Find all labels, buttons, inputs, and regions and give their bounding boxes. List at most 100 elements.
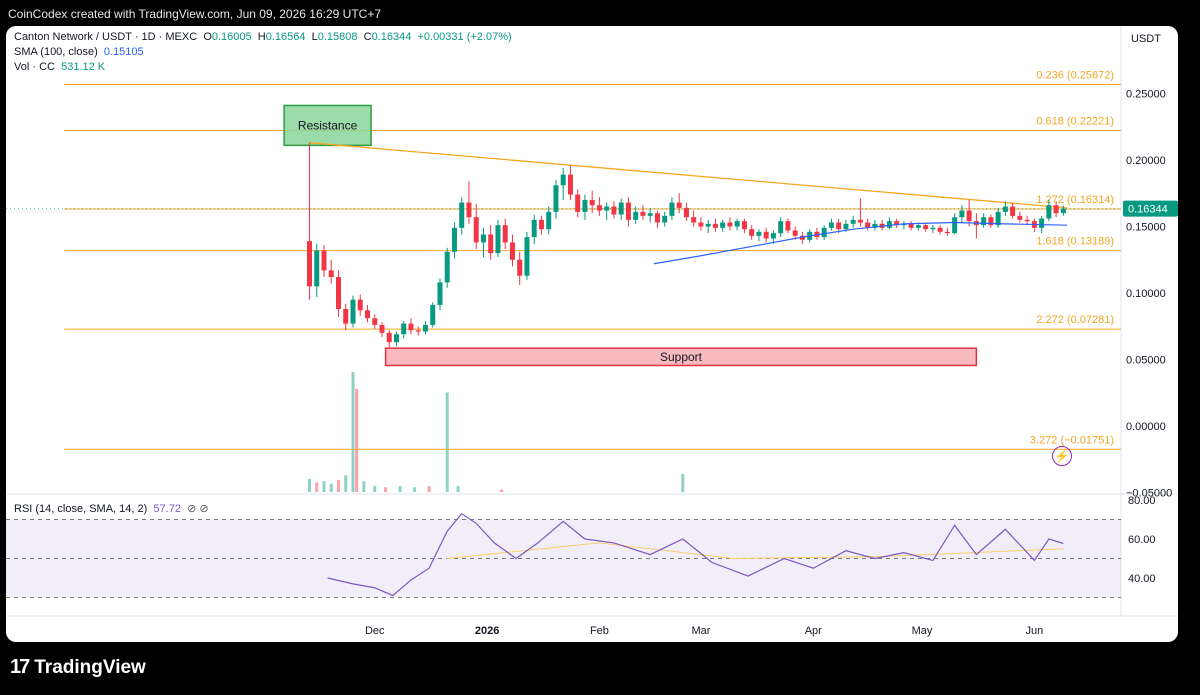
candle-body (328, 270, 334, 278)
candle-body (756, 231, 762, 236)
rsi-tick-label: 80.00 (1128, 495, 1156, 507)
rsi-sma-line (447, 542, 1064, 560)
support-zone (384, 347, 978, 367)
candle-body (843, 223, 849, 230)
candle-body (894, 221, 900, 226)
rsi-value: 57.72 (153, 503, 181, 515)
high-label: H (257, 31, 266, 43)
candle-body (741, 221, 747, 230)
candle-body (364, 310, 370, 319)
volume-bar (355, 388, 359, 492)
candle-body (981, 217, 987, 226)
candle-body (763, 231, 769, 239)
volume-legend: Vol · CC 531.12 K (14, 61, 105, 73)
candle-body (944, 231, 950, 234)
candle-body (734, 221, 740, 227)
price-tick-label: 0.10000 (1126, 288, 1166, 300)
rsi-tick-label: 40.00 (1128, 573, 1156, 585)
fib-level-label: 1.272 (0.16314) (1036, 194, 1114, 206)
volume-bar (384, 487, 388, 492)
candle-body (466, 202, 472, 218)
candle-body (408, 323, 414, 331)
candle-body (473, 217, 479, 243)
rsi-visibility-icons[interactable]: ⊘ ⊘ (187, 503, 209, 515)
candle-body (596, 205, 602, 211)
candle-body (654, 213, 660, 223)
candle-body (1024, 219, 1030, 222)
sma-label: SMA (100, close) (14, 46, 98, 58)
candle-body (872, 223, 878, 228)
candle-body (1046, 205, 1052, 219)
volume-label: Vol · CC (14, 61, 55, 73)
candle-body (770, 233, 776, 239)
attribution-text: CoinCodex created with TradingView.com, … (8, 7, 381, 21)
candle-body (857, 219, 863, 223)
price-chart[interactable]: 0.236 (0.25672) 0.618 (0.22221) 1.272 (0.1… (6, 26, 1178, 642)
candle-body (618, 202, 624, 215)
candle-body (386, 332, 392, 343)
candle-body (821, 227, 827, 238)
support-label: Support (660, 350, 703, 364)
volume-bar (500, 489, 504, 492)
volume-bar (344, 475, 348, 492)
price-tick-label: 0.00000 (1126, 421, 1166, 433)
candle-body (415, 330, 421, 332)
candle-body (350, 299, 356, 324)
rsi-label: RSI (14, close, SMA, 14, 2) (14, 503, 148, 515)
volume-bar (307, 478, 311, 492)
candle-body (683, 207, 689, 218)
candle-body (952, 217, 958, 234)
candle-body (850, 219, 856, 224)
time-tick-label: Apr (805, 625, 822, 637)
candle-body (1053, 205, 1059, 214)
tradingview-logo-mark: 17 (10, 656, 30, 678)
candle-body (401, 323, 407, 335)
candle-body (901, 223, 907, 226)
candle-body (430, 304, 436, 325)
candle-body (1060, 208, 1066, 214)
candle-body (567, 174, 573, 195)
price-tick-label: 0.20000 (1126, 155, 1166, 167)
candle-body (698, 222, 704, 227)
tradingview-logo: 17 TradingView (10, 656, 146, 679)
candle-body (908, 223, 914, 228)
candle-body (640, 211, 646, 216)
candle-body (647, 213, 653, 216)
resistance-label: Resistance (298, 118, 358, 132)
candle-body (589, 199, 595, 206)
candle-body (495, 225, 501, 254)
change-value: +0.00331 (+2.07%) (417, 31, 512, 43)
lightning-icon[interactable]: ⚡ (1052, 446, 1072, 466)
candle-body (937, 227, 943, 232)
candle-body (538, 219, 544, 230)
candle-body (575, 194, 581, 212)
candle-body (437, 282, 443, 305)
volume-bar (362, 481, 366, 492)
candle-body (705, 223, 711, 227)
candle-body (676, 202, 682, 208)
candle-body (1017, 215, 1023, 220)
volume-value: 531.12 K (61, 61, 106, 73)
candle-body (306, 241, 312, 287)
candle-body (720, 222, 726, 228)
time-tick-label: Jun (1026, 625, 1044, 637)
volume-bar (681, 474, 685, 492)
time-tick-label: Dec (365, 625, 385, 637)
high-value: 0.16564 (265, 31, 306, 43)
candle-body (372, 318, 378, 325)
candle-body (633, 211, 639, 220)
rsi-legend: RSI (14, close, SMA, 14, 2) 57.72 ⊘ ⊘ (14, 502, 209, 515)
candle-body (865, 222, 871, 228)
sma-value: 0.15105 (103, 46, 144, 58)
fib-level-label: 2.272 (0.07281) (1036, 314, 1114, 326)
chart-frame[interactable]: 0.236 (0.25672) 0.618 (0.22221) 1.272 (0.1… (6, 26, 1178, 642)
volume-bar (315, 482, 319, 492)
candle-body (546, 211, 552, 230)
candle-body (886, 221, 892, 228)
candle-body (792, 230, 798, 236)
candle-body (524, 237, 530, 276)
attribution-bar: CoinCodex created with TradingView.com, … (0, 0, 1200, 26)
time-tick-label: 2026 (475, 625, 499, 637)
volume-bar (445, 392, 449, 492)
rsi-line (327, 512, 1064, 597)
